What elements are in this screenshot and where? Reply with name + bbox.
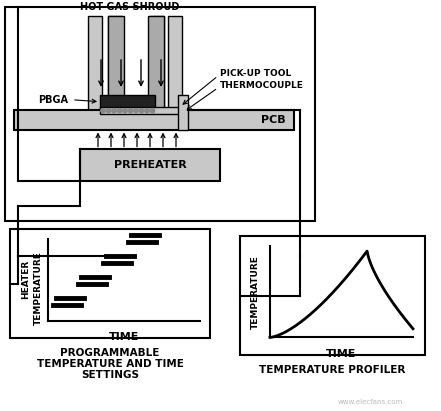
Bar [14,110,294,129]
Circle shape [134,109,138,113]
Text: TIME: TIME [326,349,357,359]
Bar [10,229,210,338]
Text: TEMPERATURE: TEMPERATURE [250,255,259,329]
Text: PROGRAMMABLE: PROGRAMMABLE [60,349,160,358]
Text: PICK-UP TOOL: PICK-UP TOOL [220,69,291,79]
Circle shape [150,109,155,113]
Bar [240,236,425,356]
Text: TIME: TIME [109,332,139,342]
Bar [108,16,124,111]
Bar [100,95,155,110]
Text: THERMOCOUPLE: THERMOCOUPLE [220,81,304,90]
Circle shape [106,109,111,113]
Text: www.elecfans.com: www.elecfans.com [337,399,403,405]
Text: PCB: PCB [262,115,286,125]
Bar [148,16,164,111]
Bar [168,16,182,111]
Circle shape [101,109,105,113]
Bar [150,16,164,111]
Bar [178,95,188,129]
Circle shape [128,109,133,113]
Circle shape [112,109,116,113]
Bar [80,150,220,181]
Bar [108,16,122,111]
Text: TEMPERATURE PROFILER: TEMPERATURE PROFILER [259,365,406,375]
Circle shape [139,109,144,113]
Bar [88,16,102,111]
Bar [100,107,180,114]
Text: HEATER: HEATER [22,260,30,299]
Circle shape [123,109,127,113]
Text: PREHEATER: PREHEATER [114,160,187,171]
Text: SETTINGS: SETTINGS [81,370,139,380]
Text: HOT GAS SHROUD: HOT GAS SHROUD [80,2,179,12]
Text: TEMPERATURE: TEMPERATURE [34,251,42,325]
Bar [5,7,315,221]
Text: PBGA: PBGA [38,95,68,105]
Circle shape [117,109,122,113]
Text: TEMPERATURE AND TIME: TEMPERATURE AND TIME [37,359,183,369]
Circle shape [145,109,149,113]
